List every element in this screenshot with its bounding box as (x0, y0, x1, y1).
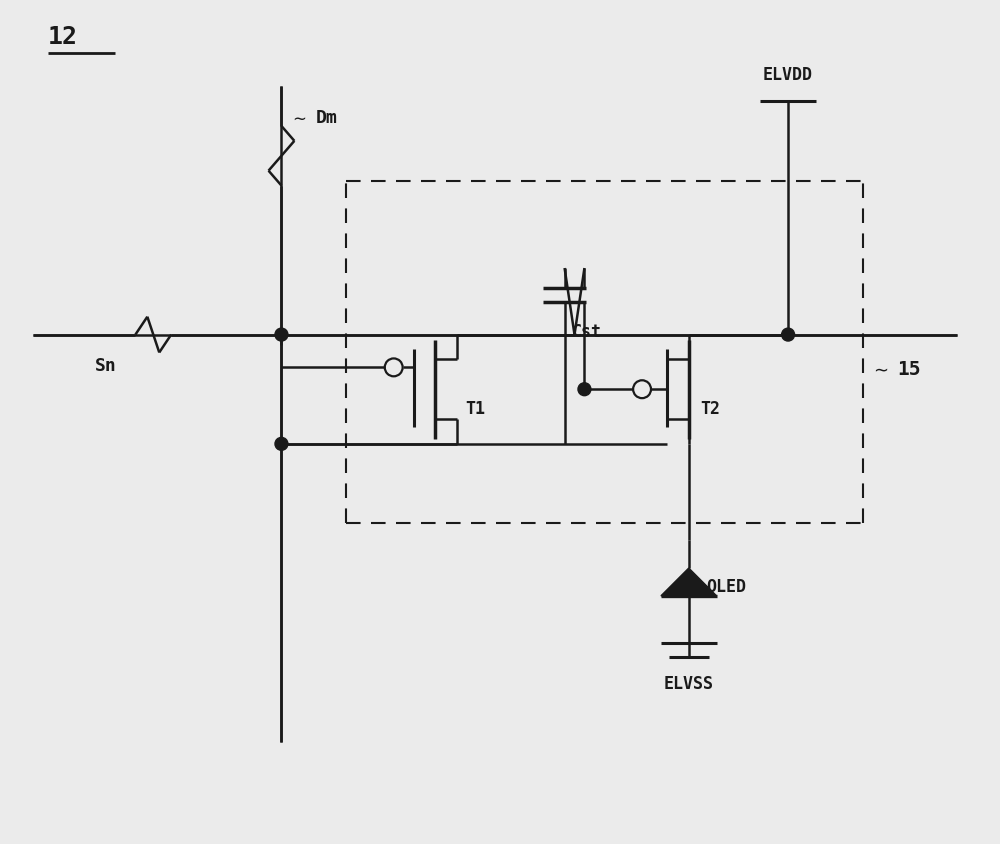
Circle shape (782, 328, 795, 341)
Text: Dm: Dm (316, 109, 338, 127)
Text: $\sim$: $\sim$ (289, 109, 307, 127)
Text: 15: 15 (897, 360, 921, 379)
Circle shape (275, 437, 288, 451)
Text: $\sim$: $\sim$ (870, 360, 888, 378)
Text: T1: T1 (465, 400, 485, 418)
Text: Cst: Cst (571, 322, 601, 341)
Circle shape (275, 328, 288, 341)
Text: T2: T2 (701, 400, 721, 418)
Text: ELVDD: ELVDD (763, 66, 813, 84)
Text: 12: 12 (48, 24, 78, 49)
Text: OLED: OLED (707, 578, 747, 596)
Text: ELVSS: ELVSS (664, 675, 714, 693)
Circle shape (578, 383, 591, 396)
Polygon shape (661, 568, 717, 596)
Text: Sn: Sn (95, 357, 116, 376)
